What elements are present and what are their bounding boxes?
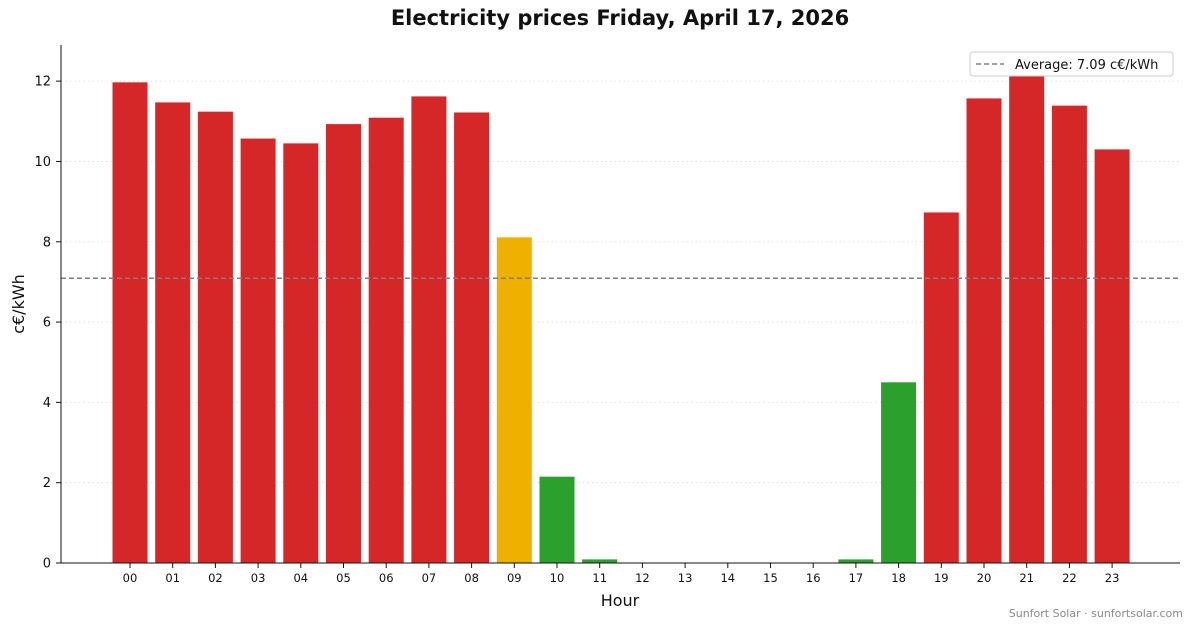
x-tick-label: 21 [1019, 571, 1034, 585]
x-tick-label: 22 [1062, 571, 1077, 585]
x-tick-label: 15 [763, 571, 778, 585]
bar-hour-01 [155, 102, 191, 564]
x-tick-label: 17 [849, 571, 864, 585]
x-tick-label: 04 [293, 571, 308, 585]
x-tick-label: 00 [123, 571, 138, 585]
y-tick-label: 4 [43, 396, 51, 411]
x-tick-label: 19 [934, 571, 949, 585]
x-tick-label: 08 [464, 571, 479, 585]
legend-average-label: Average: 7.09 c€/kWh [1015, 58, 1158, 73]
chart-title: Electricity prices Friday, April 17, 202… [391, 6, 849, 30]
bar-hour-04 [283, 143, 319, 563]
y-tick-label: 8 [43, 235, 51, 250]
x-tick-label: 03 [251, 571, 266, 585]
bar-hour-22 [1051, 105, 1087, 564]
y-tick-label: 6 [43, 316, 51, 331]
bar-hour-02 [197, 111, 233, 564]
y-tick-label: 0 [43, 557, 51, 572]
x-tick-label: 11 [592, 571, 607, 585]
x-tick-label: 12 [635, 571, 650, 585]
bar-hour-00 [112, 82, 148, 564]
bar-hour-06 [368, 117, 404, 564]
x-tick-label: 18 [891, 571, 906, 585]
y-tick-label: 10 [34, 155, 51, 170]
x-tick-label: 20 [977, 571, 992, 585]
y-tick-label: 12 [34, 75, 51, 90]
bar-hour-23 [1094, 149, 1130, 563]
axes [60, 45, 1180, 564]
bar-hour-07 [411, 96, 447, 564]
y-tick-label: 2 [43, 476, 51, 491]
x-tick-label: 07 [422, 571, 437, 585]
x-tick-label: 13 [678, 571, 693, 585]
y-axis-label: c€/kWh [9, 274, 28, 334]
bar-hour-08 [454, 112, 490, 564]
legend-box [969, 51, 1174, 77]
x-tick-label: 10 [550, 571, 565, 585]
footer-credit: Sunfort Solar · sunfortsolar.com [1009, 607, 1183, 620]
bar-hour-21 [1009, 73, 1045, 564]
bar-hour-10 [539, 476, 575, 563]
x-tick-label: 14 [720, 571, 735, 585]
x-tick-label: 01 [165, 571, 180, 585]
bar-hour-03 [240, 138, 276, 564]
x-tick-label: 06 [379, 571, 394, 585]
x-axis-label: Hour [601, 591, 640, 610]
bars [112, 73, 1130, 564]
x-ticks: 00 01 02 03 04 05 06 07 08 09 10 11 12 13 14 15 16 17 18 19… [123, 563, 1120, 585]
bar-hour-09 [496, 237, 532, 563]
x-tick-label: 23 [1105, 571, 1120, 585]
x-tick-label: 16 [806, 571, 821, 585]
bar-hour-17 [838, 559, 874, 563]
x-tick-label: 09 [507, 571, 522, 585]
x-tick-label: 02 [208, 571, 223, 585]
bar-hour-18 [881, 382, 917, 563]
bar-hour-19 [923, 212, 959, 563]
legend: Average: 7.09 c€/kWh [969, 51, 1174, 77]
bar-hour-05 [325, 124, 362, 564]
bar-hour-20 [966, 98, 1002, 564]
x-tick-label: 05 [336, 571, 351, 585]
y-ticks: 0 2 4 6 8 10 12 [34, 75, 61, 572]
bar-hour-11 [582, 559, 618, 563]
